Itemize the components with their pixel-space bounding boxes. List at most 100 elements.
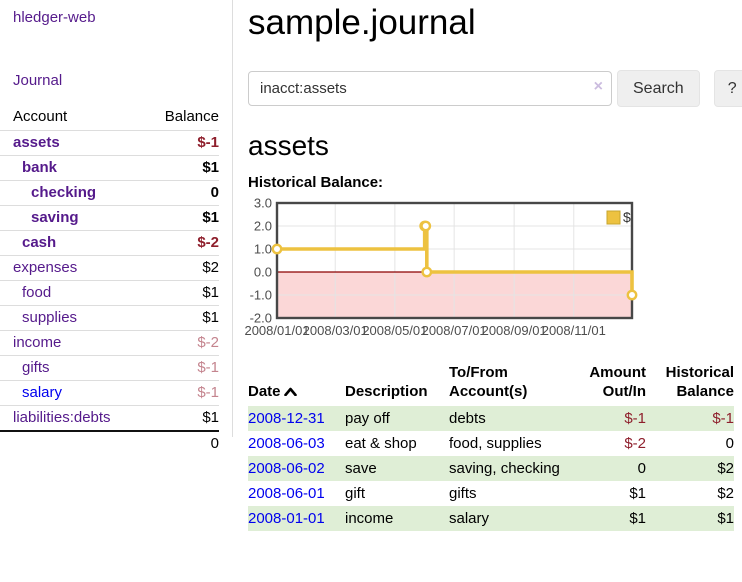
- app-title-link[interactable]: hledger-web: [13, 9, 96, 26]
- sidebar-account-link-saving[interactable]: saving: [31, 209, 79, 226]
- column-header-date[interactable]: Date: [248, 363, 345, 406]
- register-row: 2008-01-01 income salary $1 $1: [248, 506, 734, 531]
- main-content: sample.journal × Search ? assets Histori…: [244, 0, 742, 531]
- sidebar-account-link-salary[interactable]: salary: [22, 384, 63, 401]
- sidebar-account-link-assets[interactable]: assets: [13, 134, 60, 151]
- account-balance: $1: [146, 280, 219, 306]
- account-balance: $-1: [146, 380, 219, 406]
- account-row: liabilities:debts $1: [0, 405, 219, 431]
- data-point-marker[interactable]: [421, 266, 433, 278]
- legend-swatch: [606, 210, 621, 225]
- date-column-label: Date: [248, 383, 281, 400]
- search-box: ×: [248, 71, 612, 106]
- search-form: × Search ?: [248, 70, 742, 107]
- transaction-date-link[interactable]: 2008-06-03: [248, 435, 325, 452]
- sidebar-account-link-expenses[interactable]: expenses: [13, 259, 78, 276]
- account-balance: $1: [146, 305, 219, 331]
- transaction-balance: $2: [717, 485, 734, 502]
- x-tick-label: 2008/05/01: [362, 323, 427, 338]
- balance-chart-svg: $3.0 2.0 1.0 0.0 -1.0 -2.02008/01/012008/03/0…: [244, 196, 638, 338]
- register-row: 2008-12-31 pay off debts $-1 $-1: [248, 406, 734, 431]
- transaction-balance: $2: [717, 460, 734, 477]
- transaction-accounts: salary: [449, 510, 490, 527]
- accounts-header-account: Account: [13, 108, 68, 125]
- transaction-amount: 0: [637, 460, 646, 477]
- y-tick-label: 2.0: [254, 219, 272, 234]
- x-tick-label: 2008/09/01: [482, 323, 547, 338]
- transaction-accounts: gifts: [449, 485, 477, 502]
- search-button[interactable]: Search: [617, 70, 700, 107]
- transaction-balance: 0: [725, 435, 734, 452]
- transaction-description: pay off: [345, 410, 390, 427]
- sidebar-account-link-income[interactable]: income: [13, 334, 62, 351]
- transaction-accounts: saving, checking: [449, 460, 560, 477]
- account-row: assets $-1: [0, 130, 219, 156]
- sidebar-account-link-checking[interactable]: checking: [31, 184, 97, 201]
- transaction-description: income: [345, 510, 394, 527]
- register-row: 2008-06-01 gift gifts $1 $2: [248, 481, 734, 506]
- transaction-date-link[interactable]: 2008-12-31: [248, 410, 325, 427]
- legend-label: $: [623, 209, 631, 225]
- account-row: gifts $-1: [0, 355, 219, 381]
- accounts-table: Account Balance assets $-1 bank $1 checking 0…: [0, 106, 219, 456]
- y-tick-label: 0.0: [254, 265, 272, 280]
- sidebar-divider: [232, 0, 233, 437]
- clear-search-icon[interactable]: ×: [593, 78, 603, 95]
- nav-journal-link[interactable]: Journal: [13, 72, 63, 89]
- y-tick-label: -2.0: [250, 311, 272, 326]
- search-input[interactable]: [248, 71, 612, 106]
- sidebar-account-link-bank[interactable]: bank: [22, 159, 58, 176]
- account-balance: $-2: [146, 230, 219, 256]
- register-header-row: Date Description To/From Account(s) Amou…: [248, 363, 734, 406]
- account-row: supplies $1: [0, 305, 219, 331]
- sidebar-account-link-food[interactable]: food: [22, 284, 52, 301]
- data-point-marker[interactable]: [626, 289, 638, 301]
- accounts-total-value: 0: [146, 430, 219, 456]
- x-tick-label: 2008/01/01: [244, 323, 309, 338]
- sidebar-account-link-cash[interactable]: cash: [22, 234, 57, 251]
- account-balance: $1: [146, 155, 219, 181]
- account-balance: 0: [146, 180, 219, 206]
- account-row: saving $1: [0, 205, 219, 231]
- x-tick-label: 2008/07/01: [422, 323, 487, 338]
- sort-ascending-icon: [283, 382, 297, 401]
- sidebar-account-link-supplies[interactable]: supplies: [22, 309, 78, 326]
- transaction-amount: $1: [629, 510, 646, 527]
- accounts-total-row: 0: [0, 430, 219, 456]
- account-balance: $-2: [146, 330, 219, 356]
- transaction-date-link[interactable]: 2008-01-01: [248, 510, 325, 527]
- chart-title: Historical Balance:: [248, 174, 384, 191]
- sidebar-account-link-liabilities-debts[interactable]: liabilities:debts: [13, 409, 111, 426]
- transaction-balance: $1: [717, 510, 734, 527]
- data-point-marker[interactable]: [420, 220, 432, 232]
- x-tick-label: 2008/03/01: [303, 323, 368, 338]
- account-balance: $1: [146, 205, 219, 231]
- data-point-marker[interactable]: [271, 243, 283, 255]
- account-balance: $1: [146, 405, 219, 431]
- account-row: cash $-2: [0, 230, 219, 256]
- transaction-amount: $1: [629, 485, 646, 502]
- transaction-description: save: [345, 460, 377, 477]
- register-row: 2008-06-03 eat & shop food, supplies $-2 0: [248, 431, 734, 456]
- accounts-header-balance: Balance: [164, 108, 219, 125]
- transaction-description: gift: [345, 485, 366, 502]
- historical-balance-chart[interactable]: $3.0 2.0 1.0 0.0 -1.0 -2.0 2008/01/01 2008/03/0…: [244, 196, 735, 342]
- account-row: checking 0: [0, 180, 219, 206]
- column-header-description: Description: [345, 383, 428, 400]
- register-table: Date Description To/From Account(s) Amou…: [248, 363, 734, 531]
- help-button[interactable]: ?: [713, 70, 742, 107]
- sidebar: hledger-web Journal Account Balance asse…: [0, 0, 232, 456]
- column-header-amount: Amount Out/In: [589, 364, 646, 400]
- page-title: sample.journal: [248, 3, 476, 42]
- transaction-balance: $-1: [712, 410, 734, 427]
- transaction-date-link[interactable]: 2008-06-02: [248, 460, 325, 477]
- sidebar-account-link-gifts[interactable]: gifts: [22, 359, 50, 376]
- account-heading: assets: [248, 130, 329, 161]
- transaction-accounts: debts: [449, 410, 486, 427]
- transaction-accounts: food, supplies: [449, 435, 542, 452]
- column-header-accounts: To/From Account(s): [449, 364, 528, 400]
- register-row: 2008-06-02 save saving, checking 0 $2: [248, 456, 734, 481]
- transaction-amount: $-2: [624, 435, 646, 452]
- account-row: food $1: [0, 280, 219, 306]
- transaction-date-link[interactable]: 2008-06-01: [248, 485, 325, 502]
